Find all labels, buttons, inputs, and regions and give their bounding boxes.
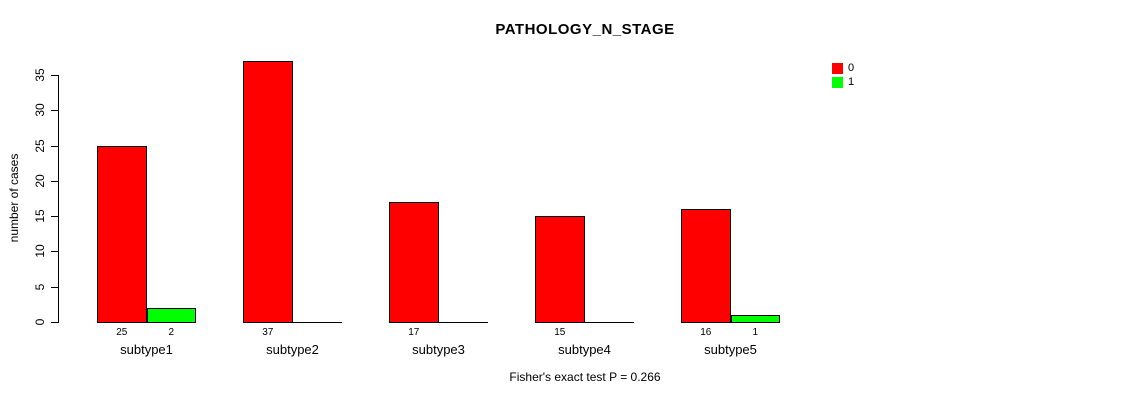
bar-value-label: 17 <box>408 327 420 338</box>
y-axis-tick <box>51 251 58 253</box>
annotation-caption: Fisher's exact test P = 0.266 <box>509 370 661 384</box>
y-axis-tick <box>51 110 58 112</box>
bar-value-label: 2 <box>168 327 175 338</box>
legend-label: 0 <box>848 62 855 74</box>
legend-item: 1 <box>832 77 854 88</box>
chart-title: PATHOLOGY_N_STAGE <box>495 21 675 38</box>
y-axis-tick-label: 20 <box>33 174 47 188</box>
y-axis-tick <box>51 286 58 288</box>
legend-swatch-icon <box>832 77 843 88</box>
y-axis-tick <box>51 145 58 147</box>
bar-value-label: 16 <box>700 327 712 338</box>
y-axis-tick-label: 30 <box>33 103 47 117</box>
bar-value-label: 25 <box>116 327 128 338</box>
y-axis-tick-label: 10 <box>33 244 47 259</box>
bar-value-label: 1 <box>752 327 759 338</box>
y-axis-tick-label: 0 <box>33 318 47 326</box>
y-axis-tick-label: 5 <box>33 283 47 291</box>
legend-item: 0 <box>832 63 854 74</box>
category-label-subtype3: subtype3 <box>412 342 465 357</box>
y-axis-line <box>58 75 59 323</box>
category-label-subtype4: subtype4 <box>558 342 611 357</box>
y-axis-tick-label: 25 <box>33 138 47 153</box>
category-label-subtype2: subtype2 <box>266 342 319 357</box>
bar-value-label: 37 <box>262 327 274 338</box>
bar-0-subtype1 <box>97 145 147 323</box>
group-baseline <box>535 322 634 323</box>
y-axis-tick <box>51 322 58 323</box>
group-baseline <box>389 322 488 323</box>
group-baseline <box>243 322 342 323</box>
category-label-subtype5: subtype5 <box>704 342 757 357</box>
bar-0-subtype2 <box>243 60 293 323</box>
y-axis-tick <box>51 75 58 76</box>
legend-swatch-icon <box>832 63 843 74</box>
y-axis-tick <box>51 216 58 218</box>
bar-1-subtype1 <box>146 307 196 323</box>
bar-0-subtype3 <box>389 202 439 323</box>
y-axis-tick-label: 15 <box>33 209 47 223</box>
y-axis-tick <box>51 180 58 182</box>
bar-value-label: 15 <box>554 327 566 338</box>
bar-0-subtype4 <box>535 216 585 323</box>
bar-1-subtype5 <box>730 314 780 323</box>
category-label-subtype1: subtype1 <box>120 342 173 357</box>
legend-label: 1 <box>848 76 855 88</box>
y-axis-tick-label: 35 <box>33 68 47 82</box>
bar-0-subtype5 <box>681 209 731 323</box>
y-axis-label: number of cases <box>7 153 21 243</box>
